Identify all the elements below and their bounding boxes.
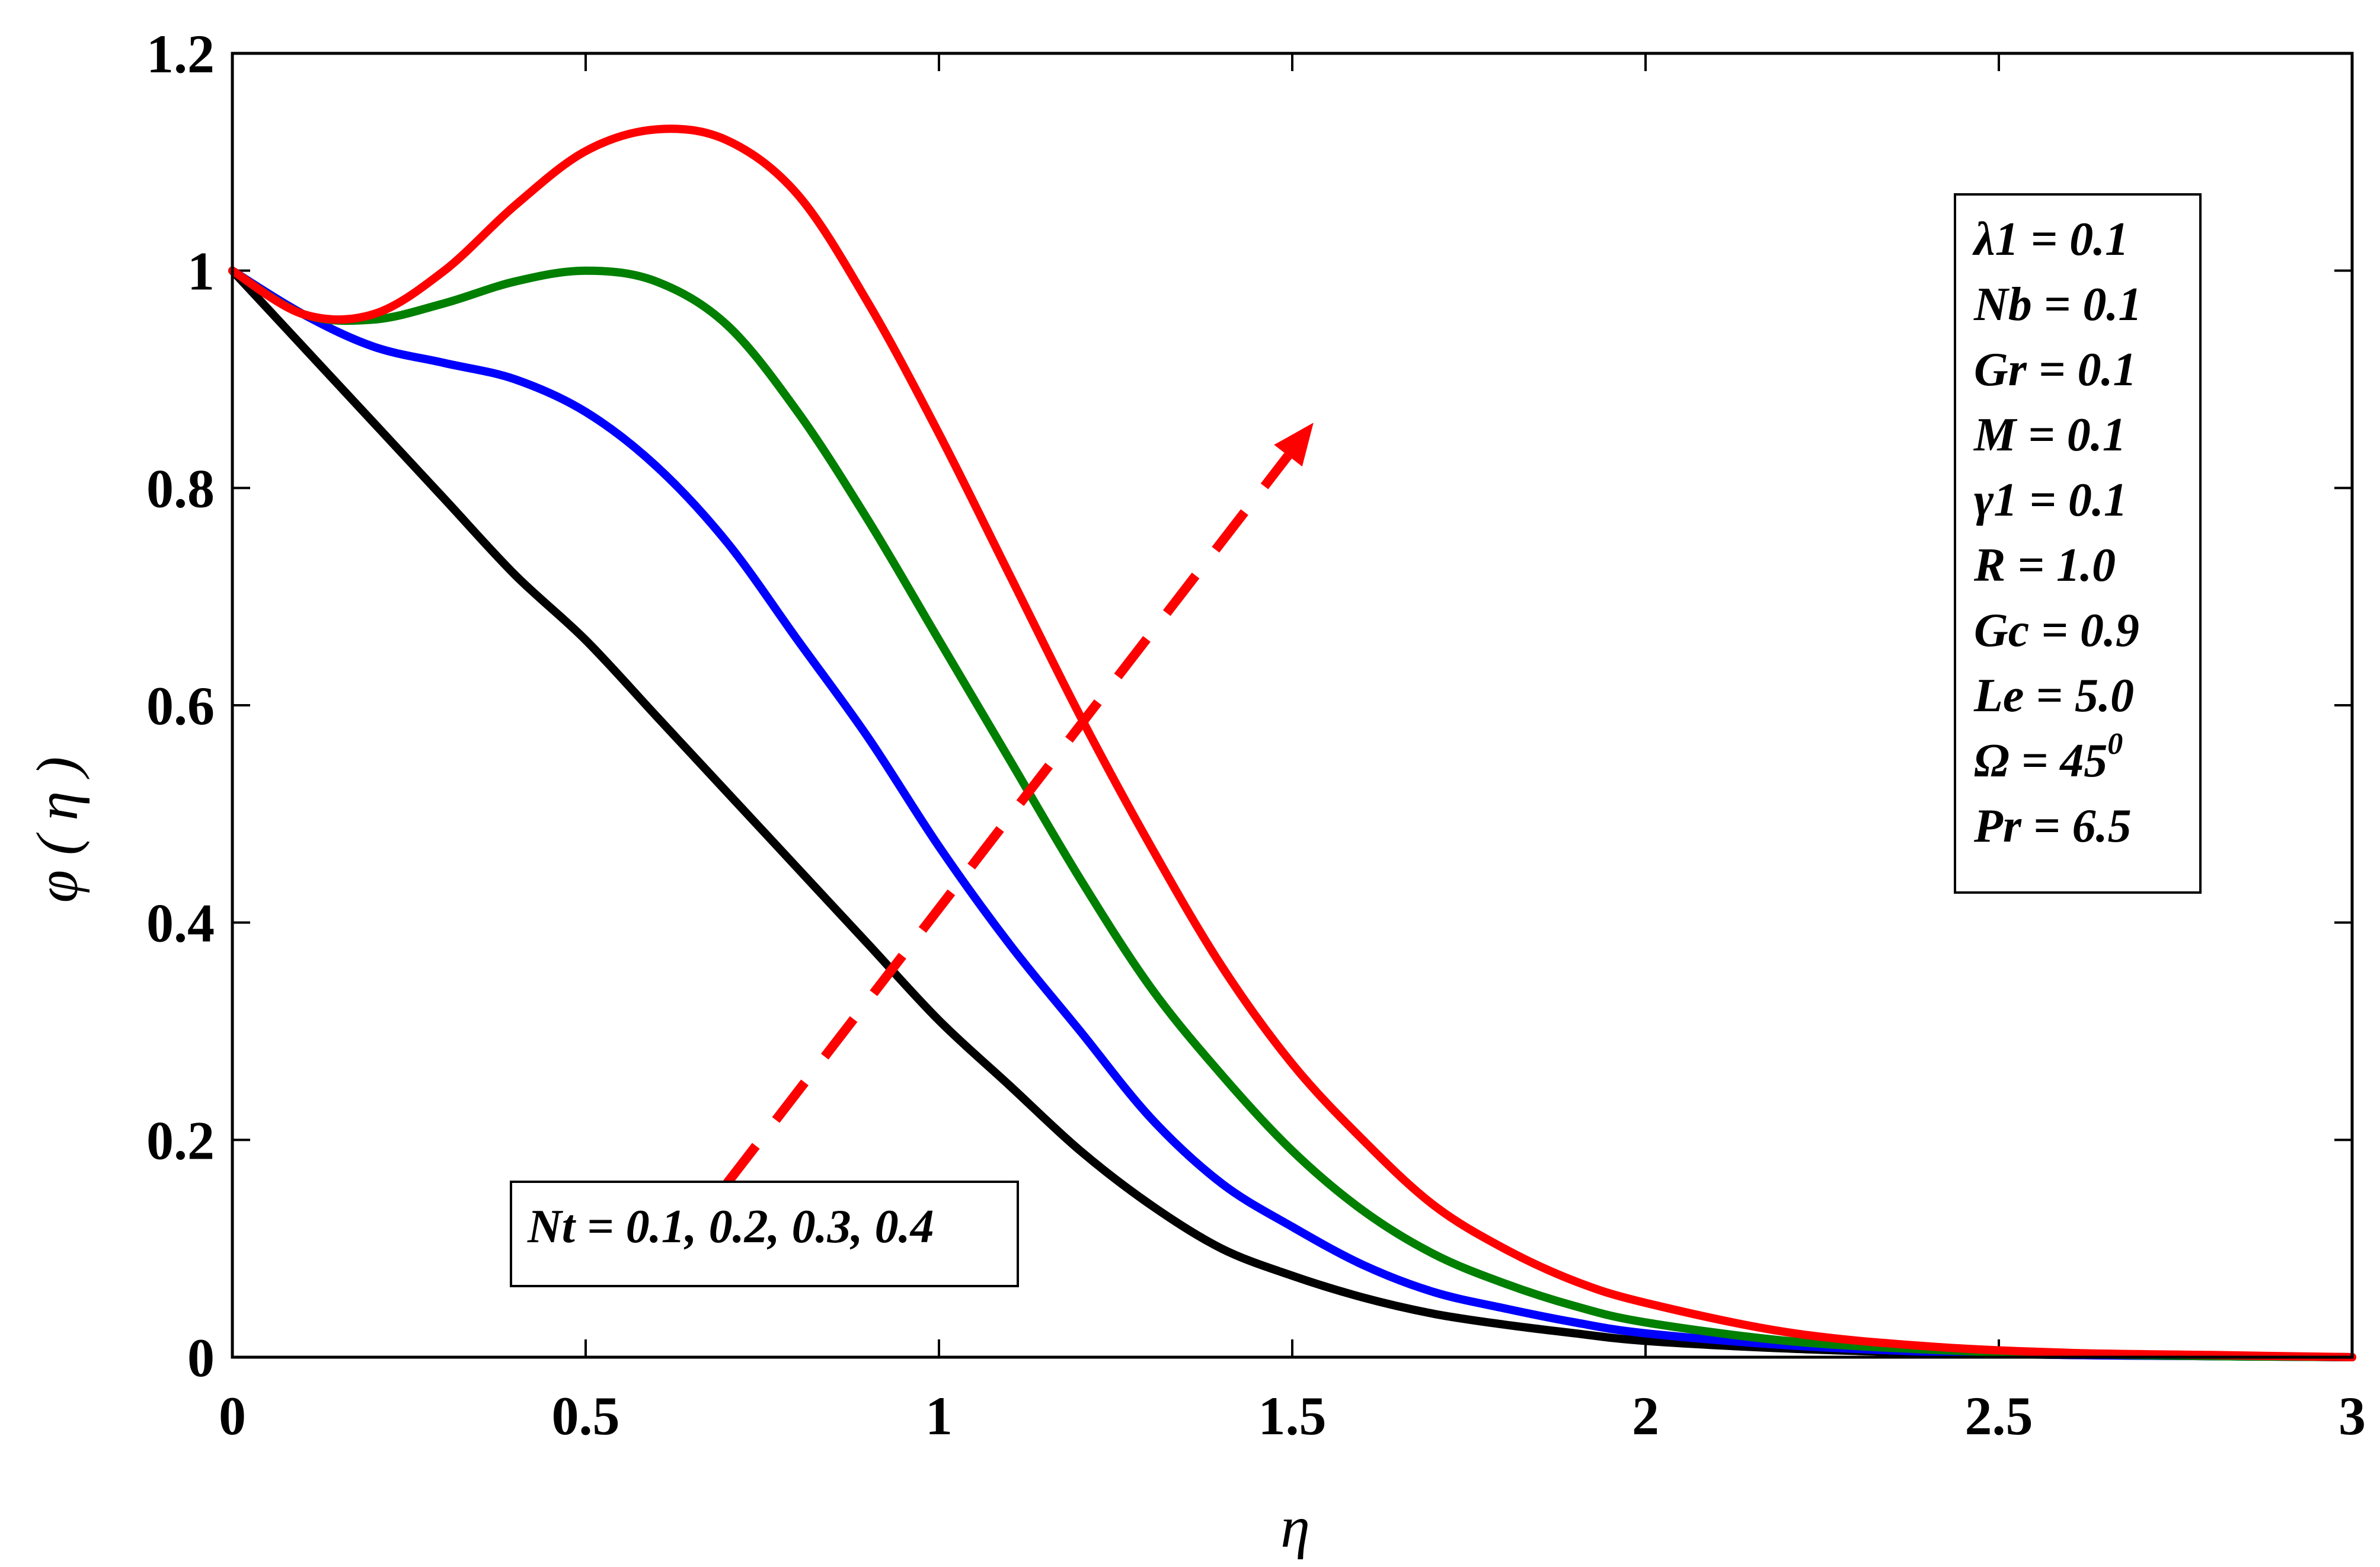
parameter-frame [1954,193,2202,894]
annotation-text: Nt = 0.1, 0.2, 0.3, 0.4 [527,1201,934,1253]
trend-arrow [723,423,1314,1187]
x-tick-label: 0.5 [552,1386,620,1446]
y-tick-label: 0.6 [146,676,215,736]
parameter-label: Gr = 0.1 [1974,344,2137,396]
y-tick-label: 0.8 [146,458,215,519]
y-tick-label: 0.4 [146,893,215,954]
y-axis-label: φ ( η ) [24,757,90,903]
parameter-label: Ω = 450 [1974,727,2123,787]
parameter-label: γ1 = 0.1 [1974,474,2127,526]
y-tick-label: 1.2 [146,24,215,84]
parameter-label: λ1 = 0.1 [1972,213,2129,266]
x-tick-label: 1.5 [1258,1386,1327,1446]
parameter-box: λ1 = 0.1 Nb = 0.1 Gr = 0.1 M = 0.1 γ1 = 0.1 R… [1954,193,2202,894]
y-tick-label: 1 [187,241,215,302]
x-tick-label: 2 [1632,1386,1659,1446]
plot-frame [231,52,2354,1359]
annotation-frame [510,1181,1019,1287]
x-tick-label: 2.5 [1965,1386,2033,1446]
trend-arrow-shaft [723,452,1292,1187]
trend-arrow-head [1274,423,1314,467]
annotation-box: Nt = 0.1, 0.2, 0.3, 0.4 [510,1181,1019,1287]
x-axis-label: η [1280,1494,1310,1560]
parameter-label: R = 1.0 [1973,539,2116,591]
parameter-label: Pr = 6.5 [1973,800,2132,852]
parameter-label: M = 0.1 [1973,409,2126,461]
y-tick-label: 0.2 [146,1110,215,1171]
data-curves [228,124,2356,1361]
parameter-label: Le = 5.0 [1973,670,2134,722]
parameter-label: Gc = 0.9 [1974,605,2139,657]
x-tick-labels: 0 0.5 1 1.5 2 2.5 3 [219,1386,2366,1446]
parameter-label: Nb = 0.1 [1973,279,2142,331]
x-tick-label: 1 [925,1386,953,1446]
x-tick-label: 3 [2339,1386,2366,1446]
series-line-4 [228,124,2356,1361]
x-tick-label: 0 [219,1386,246,1446]
y-tick-labels: 0 0.2 0.4 0.6 0.8 1 1.2 [146,24,215,1388]
series-line-3 [228,266,2356,1361]
y-tick-label: 0 [187,1328,215,1388]
parameter-superscript: 0 [2107,727,2123,761]
